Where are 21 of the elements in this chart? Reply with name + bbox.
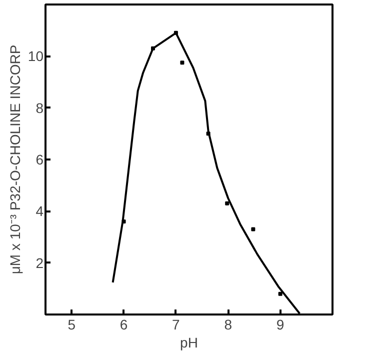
point: [122, 220, 126, 224]
point: [251, 227, 256, 232]
point: [278, 292, 282, 296]
point: [174, 30, 178, 35]
x-tick-label: 6: [120, 316, 128, 332]
y-tick-label: 2: [36, 254, 44, 271]
y-tick-label: 8: [36, 100, 44, 116]
line-series: [112, 32, 301, 314]
y-tick-label: 6: [36, 152, 44, 168]
y-tick-label: 10: [28, 48, 44, 64]
x-tick-label: 7: [172, 316, 180, 332]
point: [150, 46, 155, 50]
point: [180, 60, 184, 65]
x-tick-label: 9: [276, 316, 284, 332]
point: [225, 201, 230, 206]
x-axis-title: pH: [180, 334, 198, 350]
x-tick-label: 5: [68, 316, 76, 332]
point: [206, 132, 210, 136]
x-tick-label: 8: [224, 316, 232, 332]
y-axis-title: μM x 10⁻³ P32-O-CHOLINE INCORP: [6, 44, 23, 274]
y-tick-label: 4: [36, 203, 44, 220]
